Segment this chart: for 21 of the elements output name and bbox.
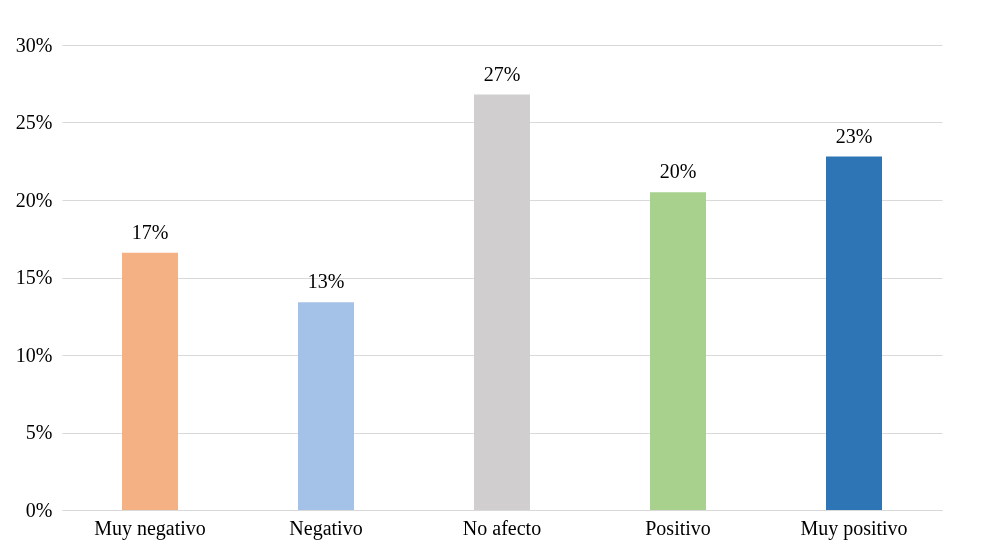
x-tick-label: Negativo — [289, 516, 363, 540]
x-tick-label: Muy positivo — [800, 516, 908, 540]
y-tick-label: 15% — [15, 266, 53, 288]
y-tick-label: 20% — [15, 188, 53, 211]
data-label: 20% — [659, 160, 697, 183]
x-tick-label: Positivo — [645, 516, 711, 539]
data-label: 23% — [835, 124, 873, 147]
data-label: 13% — [307, 270, 345, 293]
bar — [298, 302, 354, 510]
x-tick-label: Muy negativo — [94, 516, 206, 540]
y-tick-label: 10% — [15, 343, 53, 366]
bar — [826, 156, 882, 510]
x-tick-label: No afecto — [462, 516, 542, 539]
bar — [122, 252, 178, 510]
bar — [650, 192, 706, 510]
y-tick-label: 5% — [25, 421, 53, 443]
y-tick-label: 30% — [15, 33, 53, 56]
y-tick-label: 25% — [15, 111, 53, 133]
data-label: 27% — [483, 62, 521, 85]
data-label: 17% — [131, 220, 169, 243]
y-tick-label: 0% — [25, 498, 53, 521]
